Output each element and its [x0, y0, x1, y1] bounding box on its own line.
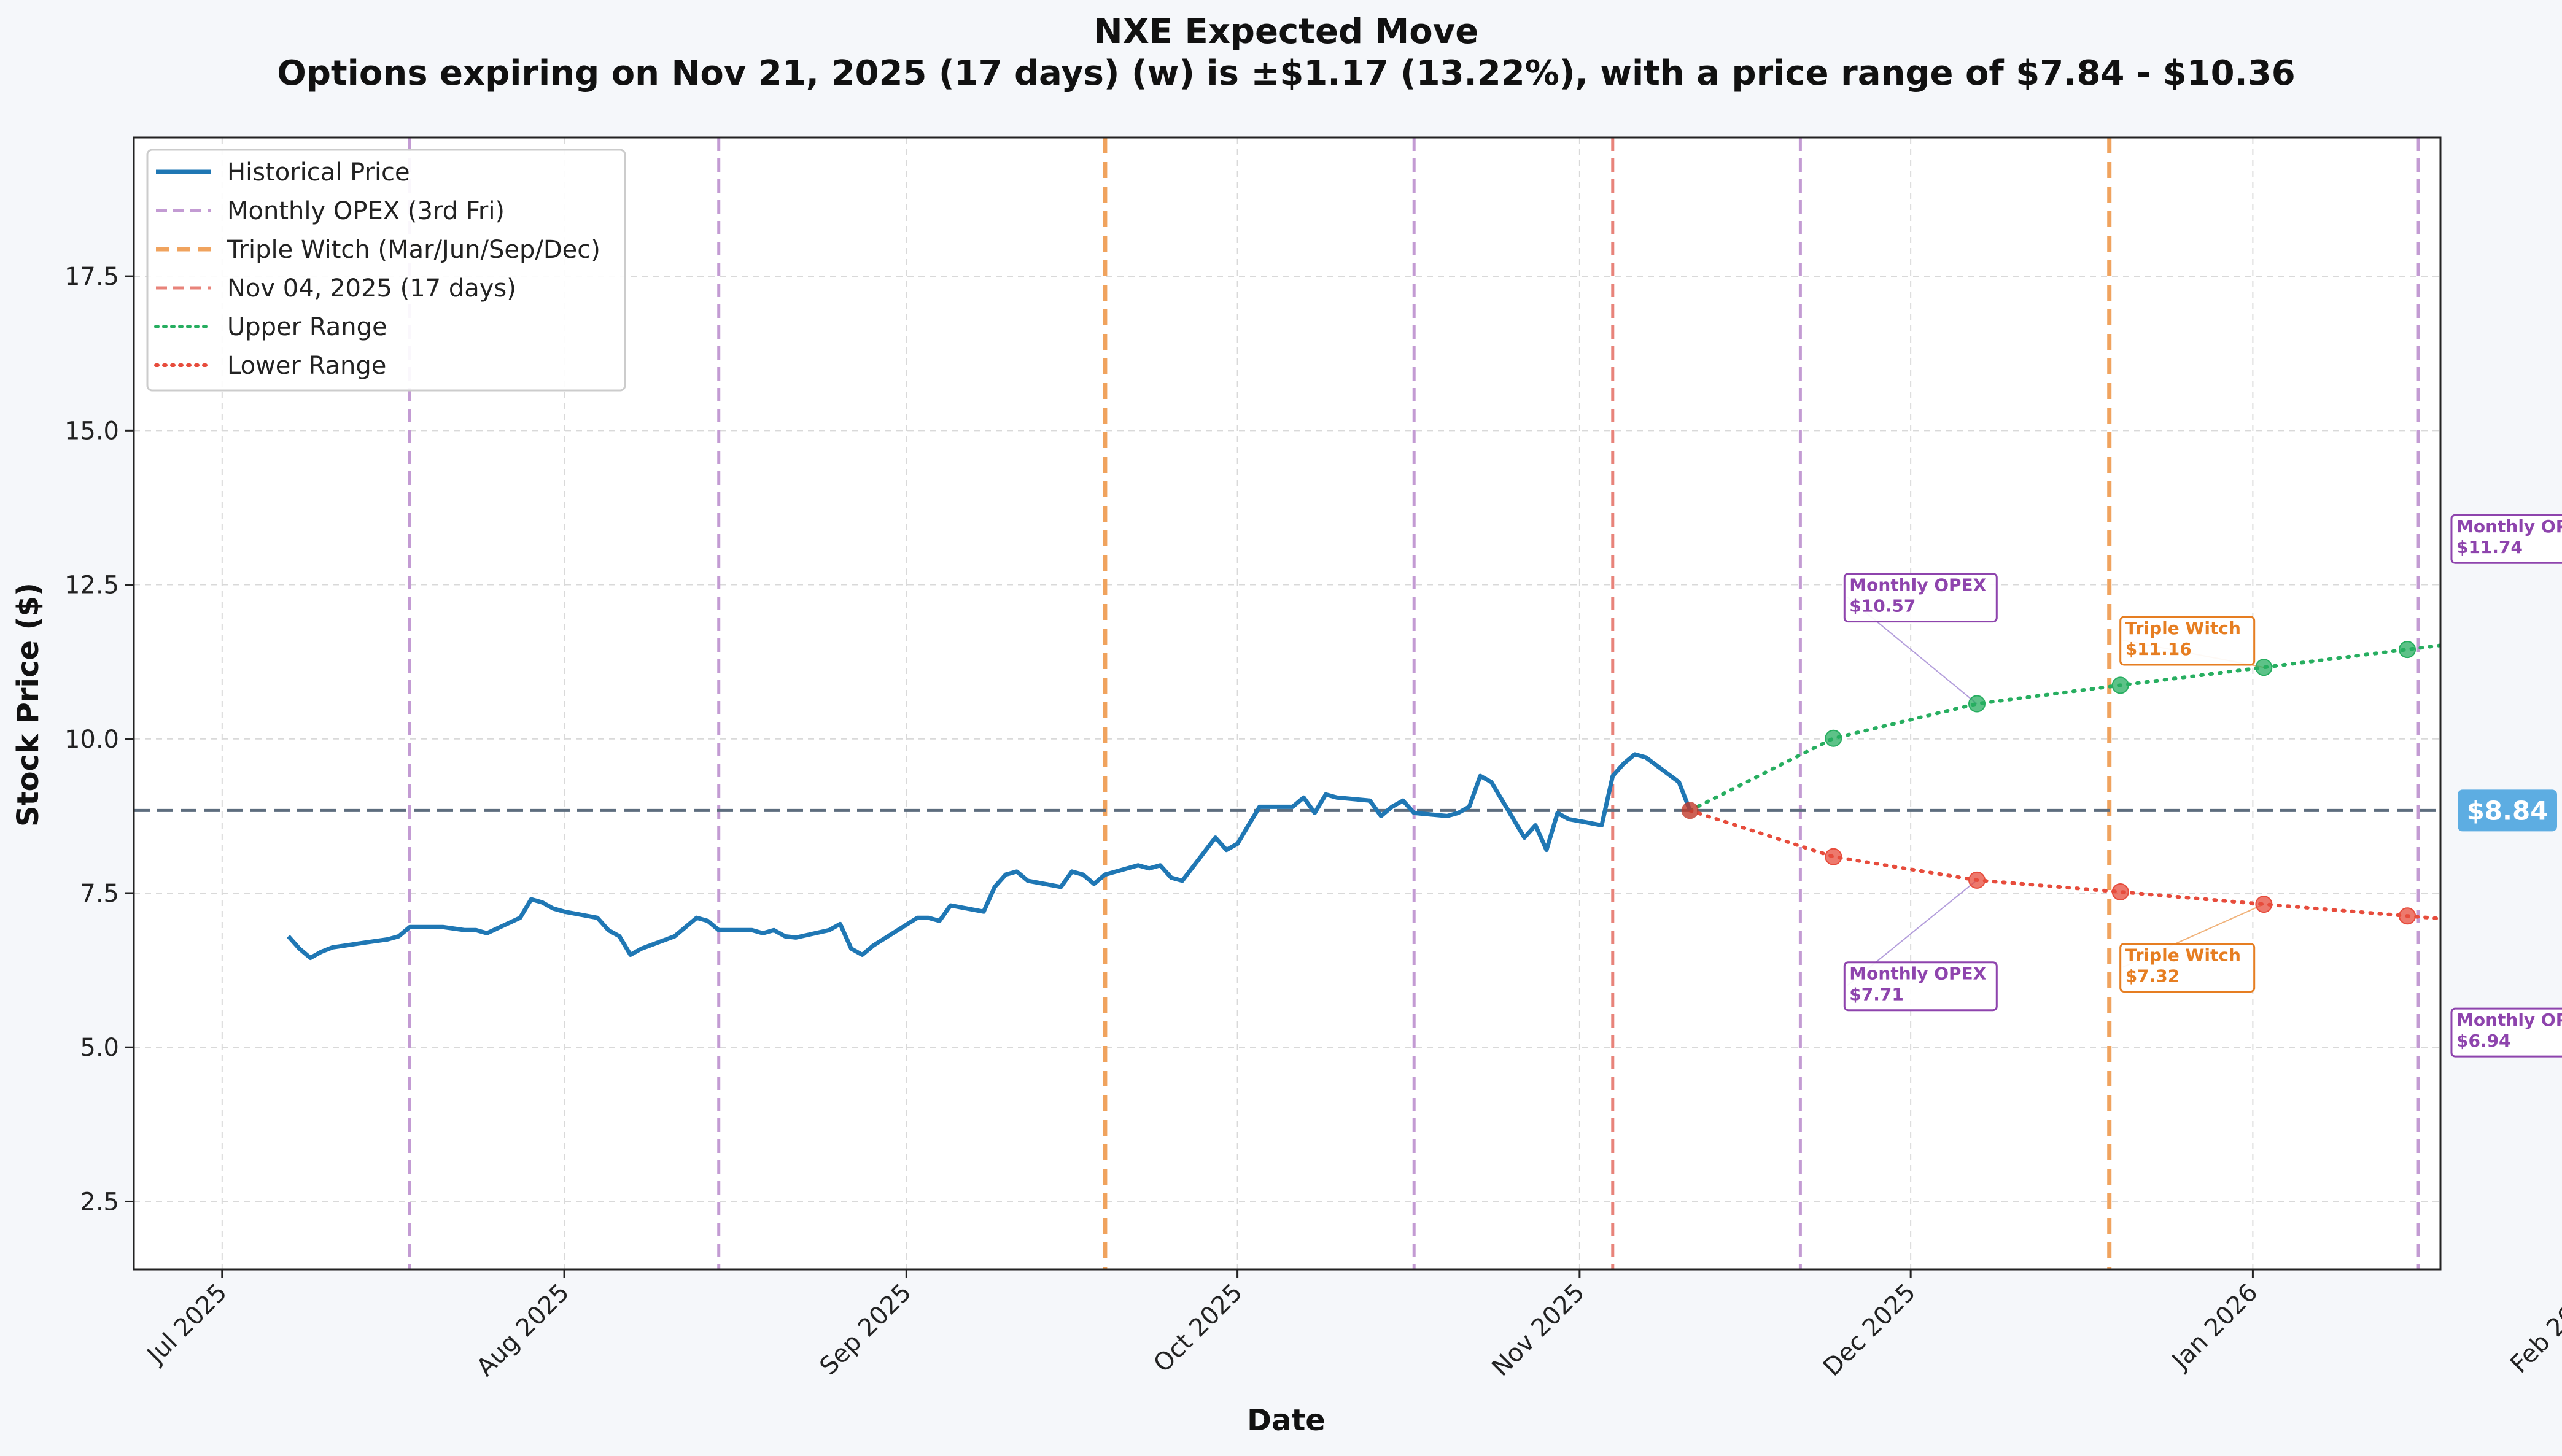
- y-tick-label: 5.0: [80, 1034, 119, 1062]
- annotation-value: $11.74: [2456, 537, 2523, 557]
- triple-witch-annotation: Triple Witch$11.16: [2119, 616, 2256, 666]
- historical-price-line: [287, 752, 1692, 961]
- upper-range-point: [2543, 624, 2559, 640]
- annotation-title: Monthly OPEX: [2456, 516, 2562, 536]
- legend-label: Triple Witch (Mar/Jun/Sep/Dec): [227, 236, 600, 264]
- x-tick-label: Aug 2025: [471, 1279, 575, 1382]
- upper-range-point: [1825, 729, 1842, 747]
- legend-label: Historical Price: [227, 158, 410, 187]
- x-tick-label: Jan 2026: [2165, 1279, 2263, 1376]
- annotation-title: Monthly OPEX: [2456, 1010, 2562, 1030]
- opex-annotation: Monthly OPEX$10.57: [1843, 573, 1998, 623]
- annotation-value: $6.94: [2456, 1031, 2511, 1051]
- annotation-box: [2119, 616, 2256, 666]
- chart-subtitle: Options expiring on Nov 21, 2025 (17 day…: [277, 53, 2296, 93]
- legend-label: Nov 04, 2025 (17 days): [227, 274, 516, 303]
- x-tick-label: Oct 2025: [1148, 1279, 1248, 1378]
- opex-annotation: Monthly OPEX$11.74: [2450, 514, 2562, 564]
- lower-range-point: [1968, 871, 1986, 889]
- chart-title: NXE Expected Move: [1094, 12, 1478, 52]
- y-tick-label: 12.5: [64, 571, 119, 600]
- current-price-badge-label: $8.84: [2467, 796, 2548, 826]
- x-tick-label: Dec 2025: [1818, 1279, 1921, 1382]
- current-price-badge-bg: [2458, 789, 2557, 832]
- upper-range-point: [1968, 695, 1986, 713]
- annotation-box: [2450, 514, 2562, 564]
- plot-frame: [133, 136, 2442, 1271]
- lower-range-point: [1825, 848, 1842, 865]
- x-tick-label: Nov 2025: [1486, 1279, 1590, 1382]
- x-tick-label: Sep 2025: [815, 1279, 917, 1381]
- legend-label: Monthly OPEX (3rd Fri): [227, 197, 505, 225]
- y-tick-label: 7.5: [80, 880, 119, 908]
- lower-range-point: [2399, 907, 2416, 925]
- annotation-value: $7.32: [2125, 966, 2180, 986]
- triple-witch-annotation: Triple Witch$7.32: [2119, 943, 2256, 993]
- upper-range-line: [1688, 643, 2440, 813]
- lower-range-point: [2543, 920, 2559, 935]
- start-price-point: [1681, 802, 1699, 819]
- lower-range-point: [2111, 883, 2129, 900]
- annotation-title: Monthly OPEX: [1849, 575, 1986, 595]
- legend-box: [146, 149, 626, 392]
- annotation-value: $10.57: [1849, 596, 1916, 616]
- upper-range-point: [2399, 641, 2416, 659]
- opex-annotation: Monthly OPEX$7.71: [1843, 961, 1998, 1012]
- annotation-value: $11.16: [2125, 639, 2192, 659]
- y-tick-label: 2.5: [80, 1188, 119, 1216]
- annotation-title: Triple Witch: [2125, 618, 2241, 638]
- lower-range-point: [2255, 896, 2273, 913]
- current-price-badge: $8.84: [2458, 789, 2557, 832]
- upper-range-point: [2111, 676, 2129, 694]
- annotation-box: [1843, 961, 1998, 1012]
- annotation-title: Monthly OPEX: [1849, 964, 1986, 984]
- x-tick-label: Feb 2026: [2505, 1279, 2562, 1379]
- x-axis-label: Date: [1247, 1403, 1326, 1438]
- y-axis-label: Stock Price ($): [11, 583, 45, 827]
- opex-annotation: Monthly OPEX$6.94: [2450, 1007, 2562, 1058]
- legend: Historical Price Monthly OPEX (3rd Fri) Tr…: [146, 149, 626, 392]
- y-tick-label: 15.0: [64, 417, 119, 445]
- y-tick-label: 10.0: [64, 726, 119, 754]
- annotation-value: $7.71: [1849, 985, 1904, 1005]
- annotation-box: [2119, 943, 2256, 993]
- annotation-box: [1843, 573, 1998, 623]
- legend-label: Upper Range: [227, 313, 387, 341]
- x-tick-label: Jul 2025: [141, 1279, 233, 1371]
- annotation-box: [2450, 1007, 2562, 1058]
- annotation-title: Triple Witch: [2125, 945, 2241, 966]
- y-tick-label: 17.5: [64, 263, 119, 291]
- legend-label: Lower Range: [227, 352, 386, 380]
- upper-range-point: [2255, 659, 2273, 676]
